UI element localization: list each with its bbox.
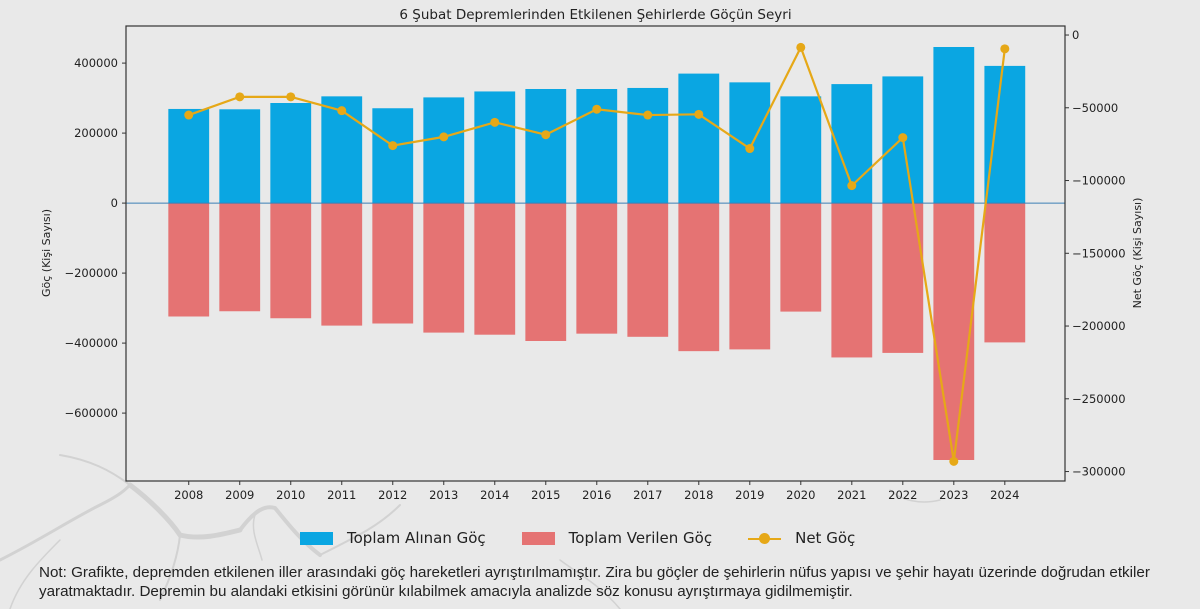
legend-swatch-sent xyxy=(521,531,555,545)
x-tick-label: 2016 xyxy=(582,488,611,502)
right-tick-label: −250000 xyxy=(1072,392,1126,406)
bar-sent-2021 xyxy=(831,203,873,358)
bar-sent-2010 xyxy=(270,203,312,319)
legend-swatch-received xyxy=(300,531,333,545)
net-point-2008 xyxy=(184,110,194,120)
bar-received-2012 xyxy=(372,108,414,204)
net-point-2015 xyxy=(541,130,551,140)
right-tick-label: −300000 xyxy=(1072,465,1126,479)
net-point-2017 xyxy=(643,110,653,120)
bar-sent-2011 xyxy=(321,203,363,326)
net-point-2013 xyxy=(439,132,449,142)
right-axis-ticks: −300000 −250000 −200000 −150000 −100000 −5000… xyxy=(1065,28,1126,479)
bar-sent-2018 xyxy=(678,203,720,352)
bar-received-2010 xyxy=(270,103,312,204)
right-tick-label: −100000 xyxy=(1072,174,1126,188)
legend-item-net: Net Göç xyxy=(748,529,855,547)
x-tick-label: 2013 xyxy=(429,488,458,502)
net-point-2023 xyxy=(949,456,959,466)
bar-sent-2020 xyxy=(780,203,822,312)
left-axis-ticks: −600000 −400000 −200000 0 200000 400000 xyxy=(64,56,126,420)
bar-sent-2017 xyxy=(627,203,669,337)
bar-received-2014 xyxy=(474,91,516,204)
net-point-2021 xyxy=(847,181,857,191)
bar-sent-2015 xyxy=(525,203,567,341)
bar-received-2009 xyxy=(219,109,261,204)
legend: Toplam Alınan Göç Toplam Verilen Göç Net… xyxy=(300,526,891,550)
legend-label-net: Net Göç xyxy=(795,529,856,547)
migration-chart: 6 Şubat Depremlerinden Etkilenen Şehirle… xyxy=(40,7,1144,502)
x-tick-label: 2011 xyxy=(327,488,356,502)
bar-received-2024 xyxy=(984,65,1026,204)
left-tick-label: −600000 xyxy=(64,406,118,420)
bar-sent-2023 xyxy=(933,203,975,460)
x-tick-label: 2024 xyxy=(990,488,1019,502)
net-point-2022 xyxy=(898,133,908,143)
bar-received-2018 xyxy=(678,73,720,204)
legend-label-sent: Toplam Verilen Göç xyxy=(568,529,713,547)
x-tick-label: 2020 xyxy=(786,488,815,502)
bar-sent-2024 xyxy=(984,203,1026,343)
bar-sent-2016 xyxy=(576,203,618,334)
right-tick-label: −150000 xyxy=(1072,246,1126,260)
x-tick-label: 2022 xyxy=(888,488,917,502)
legend-line-marker-icon xyxy=(748,532,782,545)
bar-sent-2012 xyxy=(372,203,414,324)
chart-title: 6 Şubat Depremlerinden Etkilenen Şehirle… xyxy=(399,7,791,23)
bar-sent-2008 xyxy=(168,203,210,317)
x-tick-label: 2014 xyxy=(480,488,509,502)
x-tick-label: 2019 xyxy=(735,488,764,502)
bar-received-2019 xyxy=(729,82,771,204)
net-point-2016 xyxy=(592,104,602,114)
left-tick-label: −400000 xyxy=(64,336,118,350)
bar-received-2020 xyxy=(780,96,822,204)
bar-received-2017 xyxy=(627,87,669,204)
left-tick-label: 200000 xyxy=(74,126,118,140)
left-tick-label: 400000 xyxy=(74,56,118,70)
net-point-2010 xyxy=(286,92,296,102)
net-point-2012 xyxy=(388,141,398,151)
bar-sent-2009 xyxy=(219,203,261,312)
x-tick-label: 2021 xyxy=(837,488,866,502)
net-point-2020 xyxy=(796,42,806,52)
x-tick-label: 2018 xyxy=(684,488,713,502)
x-tick-label: 2023 xyxy=(939,488,968,502)
legend-label-received: Toplam Alınan Göç xyxy=(347,529,486,547)
left-axis-title: Göç (Kişi Sayısı) xyxy=(40,209,53,297)
net-point-2011 xyxy=(337,106,347,116)
legend-item-received: Toplam Alınan Göç xyxy=(300,529,486,547)
bars-group xyxy=(168,47,1026,460)
right-tick-label: −200000 xyxy=(1072,319,1126,333)
net-point-2018 xyxy=(694,109,704,119)
x-axis-ticks: 2008 2009 2010 2011 2012 2013 2014 2015 2016 2017… xyxy=(174,481,1019,502)
bar-received-2013 xyxy=(423,97,465,204)
bar-sent-2014 xyxy=(474,203,516,335)
x-tick-label: 2009 xyxy=(225,488,254,502)
right-axis-title: Net Göç (Kişi Sayısı) xyxy=(1131,198,1144,309)
bar-sent-2019 xyxy=(729,203,771,350)
legend-item-sent: Toplam Verilen Göç xyxy=(521,529,713,547)
net-point-2014 xyxy=(490,117,500,127)
x-tick-label: 2008 xyxy=(174,488,203,502)
net-line-group xyxy=(184,42,1010,466)
bar-received-2023 xyxy=(933,47,975,204)
x-tick-label: 2012 xyxy=(378,488,407,502)
net-point-2019 xyxy=(745,144,755,154)
right-tick-label: 0 xyxy=(1072,28,1079,42)
footnote: Not: Grafikte, depremden etkilenen iller… xyxy=(39,564,1150,600)
bar-received-2015 xyxy=(525,89,567,204)
bar-received-2008 xyxy=(168,108,210,204)
net-point-2009 xyxy=(235,92,245,102)
x-tick-label: 2010 xyxy=(276,488,305,502)
right-tick-label: −50000 xyxy=(1072,101,1118,115)
x-tick-label: 2015 xyxy=(531,488,560,502)
left-tick-label: −200000 xyxy=(64,266,118,280)
net-point-2024 xyxy=(1000,44,1010,54)
bar-sent-2013 xyxy=(423,203,465,333)
x-tick-label: 2017 xyxy=(633,488,662,502)
left-tick-label: 0 xyxy=(111,196,118,210)
